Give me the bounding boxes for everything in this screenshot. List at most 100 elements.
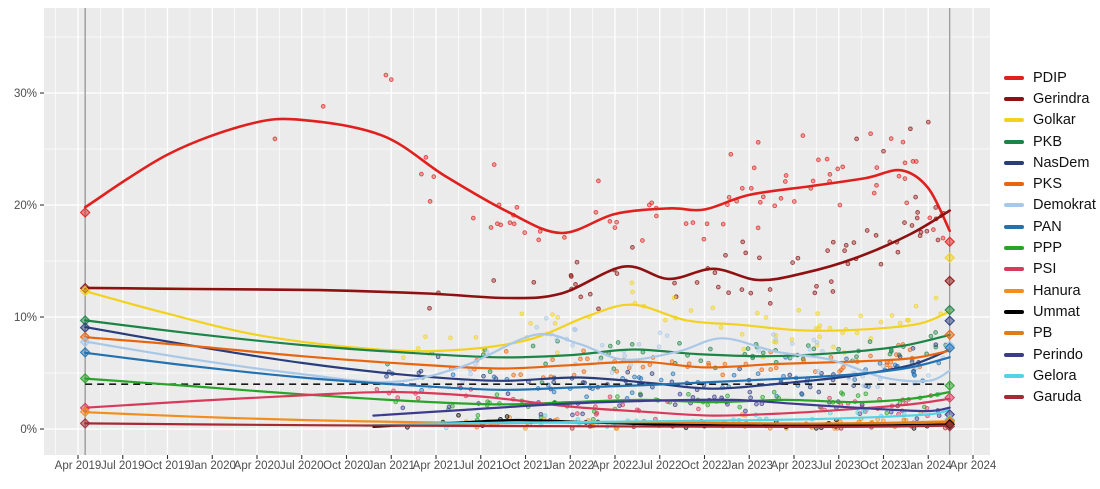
- x-tick-label: Jul 2020: [280, 460, 323, 472]
- legend-label: Garuda: [1033, 389, 1082, 406]
- result-diamond-demokrat: [79, 336, 91, 348]
- legend-item-ummat: Ummat: [1004, 301, 1096, 322]
- legend-swatch-golkar: [1004, 118, 1024, 123]
- result-diamond-ppp: [79, 372, 91, 384]
- legend-label: Demokrat: [1033, 197, 1096, 214]
- legend-swatch-garuda: [1004, 395, 1024, 400]
- legend-label: PSI: [1033, 261, 1057, 278]
- trend-line-golkar: [84, 290, 951, 353]
- legend-swatch-pb: [1004, 331, 1024, 336]
- legend-label: PDIP: [1033, 69, 1067, 86]
- legend-item-ppp: PPP: [1004, 237, 1096, 258]
- y-axis: 0% 10% 20% 30%: [14, 88, 44, 436]
- x-tick-label: Jan 2021: [368, 460, 415, 472]
- trend-line-perindo: [372, 398, 951, 417]
- x-tick-label: Jul 2021: [459, 460, 502, 472]
- legend-item-gerindra: Gerindra: [1004, 88, 1096, 109]
- legend-swatch-ummat: [1004, 309, 1024, 314]
- legend-label: Ummat: [1033, 303, 1080, 320]
- legend-label: PKB: [1033, 133, 1063, 150]
- x-tick-label: Apr 2022: [592, 460, 639, 472]
- legend-swatch-demokrat: [1004, 203, 1024, 208]
- trend-line-garuda: [84, 422, 951, 428]
- legend-swatch-ppp: [1004, 246, 1024, 251]
- x-tick-label: Jul 2022: [638, 460, 681, 472]
- legend-label: Perindo: [1033, 346, 1083, 363]
- x-tick-label: Apr 2021: [413, 460, 460, 472]
- y-tick-label: 20%: [14, 200, 37, 212]
- result-diamond-garuda: [79, 418, 91, 429]
- legend-item-perindo: Perindo: [1004, 344, 1096, 365]
- legend-swatch-hanura: [1004, 288, 1024, 293]
- legend-item-hanura: Hanura: [1004, 280, 1096, 301]
- legend-label: Golkar: [1033, 112, 1076, 129]
- election-result-diamonds: [79, 207, 956, 432]
- x-tick-label: Oct 2023: [860, 460, 907, 472]
- trend-line-pks: [84, 336, 951, 370]
- x-tick-label: Jul 2023: [817, 460, 860, 472]
- legend-label: PKS: [1033, 176, 1063, 193]
- trend-line-nasdem: [84, 326, 951, 390]
- result-diamond-pan: [944, 342, 956, 354]
- legend-swatch-perindo: [1004, 352, 1024, 357]
- y-tick-label: 0%: [20, 424, 37, 436]
- x-tick-label: Jan 2020: [189, 460, 236, 472]
- x-tick-label: Oct 2019: [144, 460, 191, 472]
- result-diamond-pan: [79, 347, 91, 358]
- x-tick-label: Oct 2020: [323, 460, 370, 472]
- result-diamond-gerindra: [944, 275, 956, 287]
- result-diamond-hanura: [79, 406, 91, 418]
- legend-item-pdip: PDIP: [1004, 67, 1096, 88]
- trend-line-demokrat: [84, 332, 951, 384]
- x-tick-label: Apr 2020: [234, 460, 281, 472]
- legend-swatch-psi: [1004, 267, 1024, 272]
- x-tick-label: Apr 2023: [771, 460, 818, 472]
- legend-label: PAN: [1033, 218, 1062, 235]
- x-tick-label: Jan 2024: [905, 460, 953, 472]
- legend-label: NasDem: [1033, 154, 1090, 171]
- legend: PDIP Gerindra Golkar PKB NasDem PKS Demokrat PA…: [1004, 67, 1096, 408]
- legend-swatch-pkb: [1004, 139, 1024, 144]
- trend-line-pdip: [83, 117, 951, 235]
- x-tick-label: Jan 2022: [547, 460, 594, 472]
- result-diamond-psi: [944, 392, 956, 404]
- result-diamond-golkar: [944, 252, 956, 264]
- x-tick-label: Jan 2023: [726, 460, 773, 472]
- legend-item-nasdem: NasDem: [1004, 152, 1096, 173]
- legend-item-pks: PKS: [1004, 173, 1096, 194]
- y-tick-label: 30%: [14, 88, 37, 100]
- result-diamond-ppp: [944, 380, 956, 392]
- legend-item-demokrat: Demokrat: [1004, 195, 1096, 216]
- x-tick-label: Oct 2021: [502, 460, 549, 472]
- legend-swatch-gelora: [1004, 373, 1024, 378]
- legend-item-pan: PAN: [1004, 216, 1096, 237]
- trend-line-gelora: [363, 408, 951, 427]
- legend-swatch-pan: [1004, 224, 1024, 229]
- legend-item-gelora: Gelora: [1004, 365, 1096, 386]
- result-diamond-pdip: [944, 236, 956, 248]
- legend-item-golkar: Golkar: [1004, 110, 1096, 131]
- legend-swatch-pks: [1004, 182, 1024, 187]
- x-tick-label: Oct 2022: [681, 460, 728, 472]
- result-diamond-garuda: [944, 420, 956, 432]
- result-diamond-pdip: [79, 207, 91, 218]
- legend-swatch-gerindra: [1004, 96, 1024, 101]
- legend-label: PB: [1033, 325, 1053, 342]
- plot-panel: [44, 8, 990, 455]
- x-tick-label: Apr 2019: [55, 460, 102, 472]
- result-diamond-nasdem: [944, 315, 956, 327]
- result-diamond-pkb: [944, 304, 956, 316]
- legend-item-psi: PSI: [1004, 259, 1096, 280]
- x-tick-label: Jul 2019: [101, 460, 144, 472]
- trend-line-ppp: [84, 377, 951, 406]
- x-tick-label: Apr 2024: [950, 460, 997, 472]
- result-diamond-golkar: [79, 285, 91, 297]
- trend-line-pkb: [84, 319, 951, 359]
- legend-swatch-pdip: [1004, 75, 1024, 80]
- legend-item-garuda: Garuda: [1004, 386, 1096, 407]
- legend-swatch-nasdem: [1004, 160, 1024, 165]
- trend-line-gerindra: [83, 209, 951, 300]
